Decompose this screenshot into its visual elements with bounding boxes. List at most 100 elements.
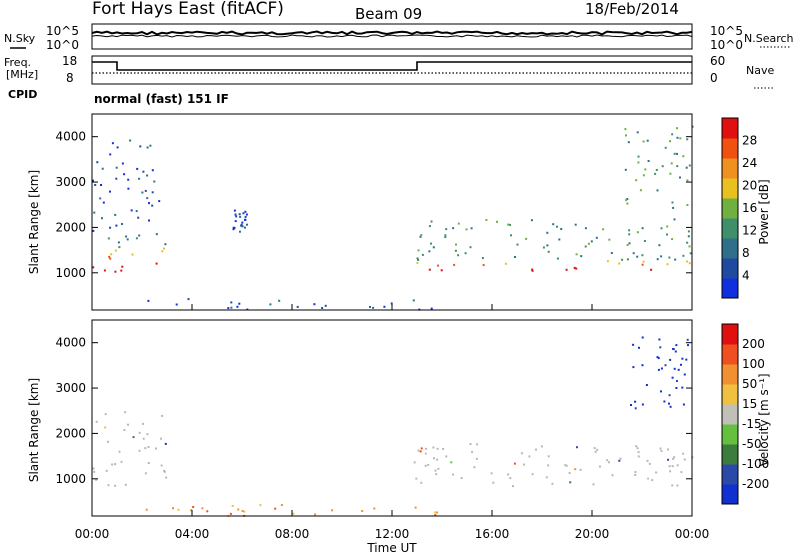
scatter-mark (638, 346, 640, 349)
scatter-mark (656, 258, 659, 261)
scatter-mark (110, 253, 113, 256)
power-panel: 1000 2000 3000 4000 Slant Range [km] 4 8 12 16… (27, 113, 771, 311)
nave-tick-bottom: 0 (710, 71, 718, 85)
scatter-mark (234, 220, 237, 223)
scatter-mark (632, 343, 635, 346)
scatter-mark (116, 146, 119, 149)
scatter-mark (641, 364, 644, 367)
scatter-mark (641, 403, 644, 406)
scatter-mark (632, 252, 635, 255)
scatter-mark (520, 452, 523, 455)
scatter-mark (546, 231, 549, 234)
x-tick-label: 20:00 (575, 527, 610, 541)
scatter-mark (165, 476, 168, 479)
noise-tick-top: 10^5 (46, 24, 79, 38)
colorbar-tick-label: 24 (742, 156, 757, 170)
scatter-mark (660, 390, 662, 393)
scatter-mark (192, 506, 195, 508)
scatter-mark (681, 386, 684, 389)
scatter-mark (111, 142, 114, 145)
scatter-mark (450, 461, 453, 464)
colorbar-tick-label: 8 (742, 246, 750, 260)
scatter-mark (576, 446, 578, 449)
scatter-mark (558, 238, 561, 241)
scatter-mark (606, 459, 609, 462)
colorbar-tick-label: 16 (742, 201, 757, 215)
scatter-mark (671, 201, 674, 204)
scatter-mark (634, 400, 637, 403)
scatter-mark (674, 258, 677, 261)
scatter-mark (147, 299, 150, 302)
colorbar-segment (722, 344, 738, 365)
scatter-mark (574, 223, 577, 226)
scatter-mark (682, 155, 685, 158)
y-tick-label: 3000 (55, 175, 86, 189)
scatter-mark (138, 449, 141, 452)
scatter-mark (547, 464, 550, 467)
scatter-mark (138, 177, 141, 180)
scatter-mark (417, 258, 420, 261)
scatter-mark (147, 462, 150, 464)
scatter-mark (259, 504, 262, 507)
scatter-mark (686, 338, 689, 341)
scatter-mark (103, 269, 106, 272)
scatter-mark (547, 455, 550, 458)
scatter-mark (314, 513, 317, 516)
scatter-mark (671, 376, 674, 379)
scatter-mark (421, 253, 424, 256)
colorbar-segment (722, 444, 738, 465)
scatter-mark (237, 508, 240, 511)
scatter-mark (96, 161, 99, 164)
velocity-ylabel: Slant Range [km] (27, 378, 41, 482)
scatter-mark (127, 187, 130, 190)
y-tick-label: 4000 (55, 336, 86, 350)
scatter-mark (626, 198, 629, 200)
scatter-mark (593, 447, 596, 450)
scatter-mark (552, 223, 555, 226)
scatter-mark (115, 177, 118, 180)
scatter-mark (565, 464, 568, 467)
scatter-mark (635, 445, 638, 448)
scatter-mark (163, 247, 166, 250)
scatter-mark (109, 226, 112, 229)
scatter-mark (650, 268, 653, 271)
scatter-mark (151, 204, 154, 207)
scatter-mark (634, 407, 637, 410)
scatter-mark (433, 457, 435, 460)
scatter-mark (292, 512, 295, 515)
scatter-mark (206, 510, 209, 513)
scatter-mark (244, 218, 247, 221)
scatter-mark (630, 404, 632, 406)
scatter-mark (668, 256, 671, 259)
scatter-mark (674, 350, 677, 353)
colorbar-segment (722, 424, 738, 445)
colorbar-segment (722, 484, 738, 505)
colorbar-tick-label: 28 (742, 134, 757, 148)
scatter-mark (643, 240, 646, 242)
scatter-mark (445, 455, 448, 458)
scatter-mark (141, 422, 144, 425)
scatter-mark (639, 189, 642, 192)
colorbar-tick-label: -100 (742, 457, 769, 471)
colorbar-tick-label: -50 (742, 437, 762, 451)
scatter-mark (514, 256, 516, 258)
scatter-mark (129, 139, 132, 142)
scatter-mark (611, 474, 614, 477)
scatter-mark (575, 253, 578, 256)
scatter-mark (243, 510, 246, 513)
scatter-mark (424, 464, 427, 467)
scatter-mark (669, 358, 672, 361)
scatter-mark (531, 268, 534, 271)
scatter-mark (457, 222, 460, 225)
colorbar-segment (722, 404, 738, 425)
scatter-mark (416, 257, 419, 260)
scatter-mark (658, 244, 661, 247)
scatter-mark (130, 209, 133, 212)
scatter-mark (121, 162, 124, 165)
scatter-mark (412, 299, 415, 302)
scatter-mark (688, 164, 691, 167)
scatter-mark (641, 336, 644, 339)
scatter-mark (177, 508, 180, 511)
y-tick-label: 2000 (55, 426, 86, 440)
scatter-mark (313, 303, 316, 306)
